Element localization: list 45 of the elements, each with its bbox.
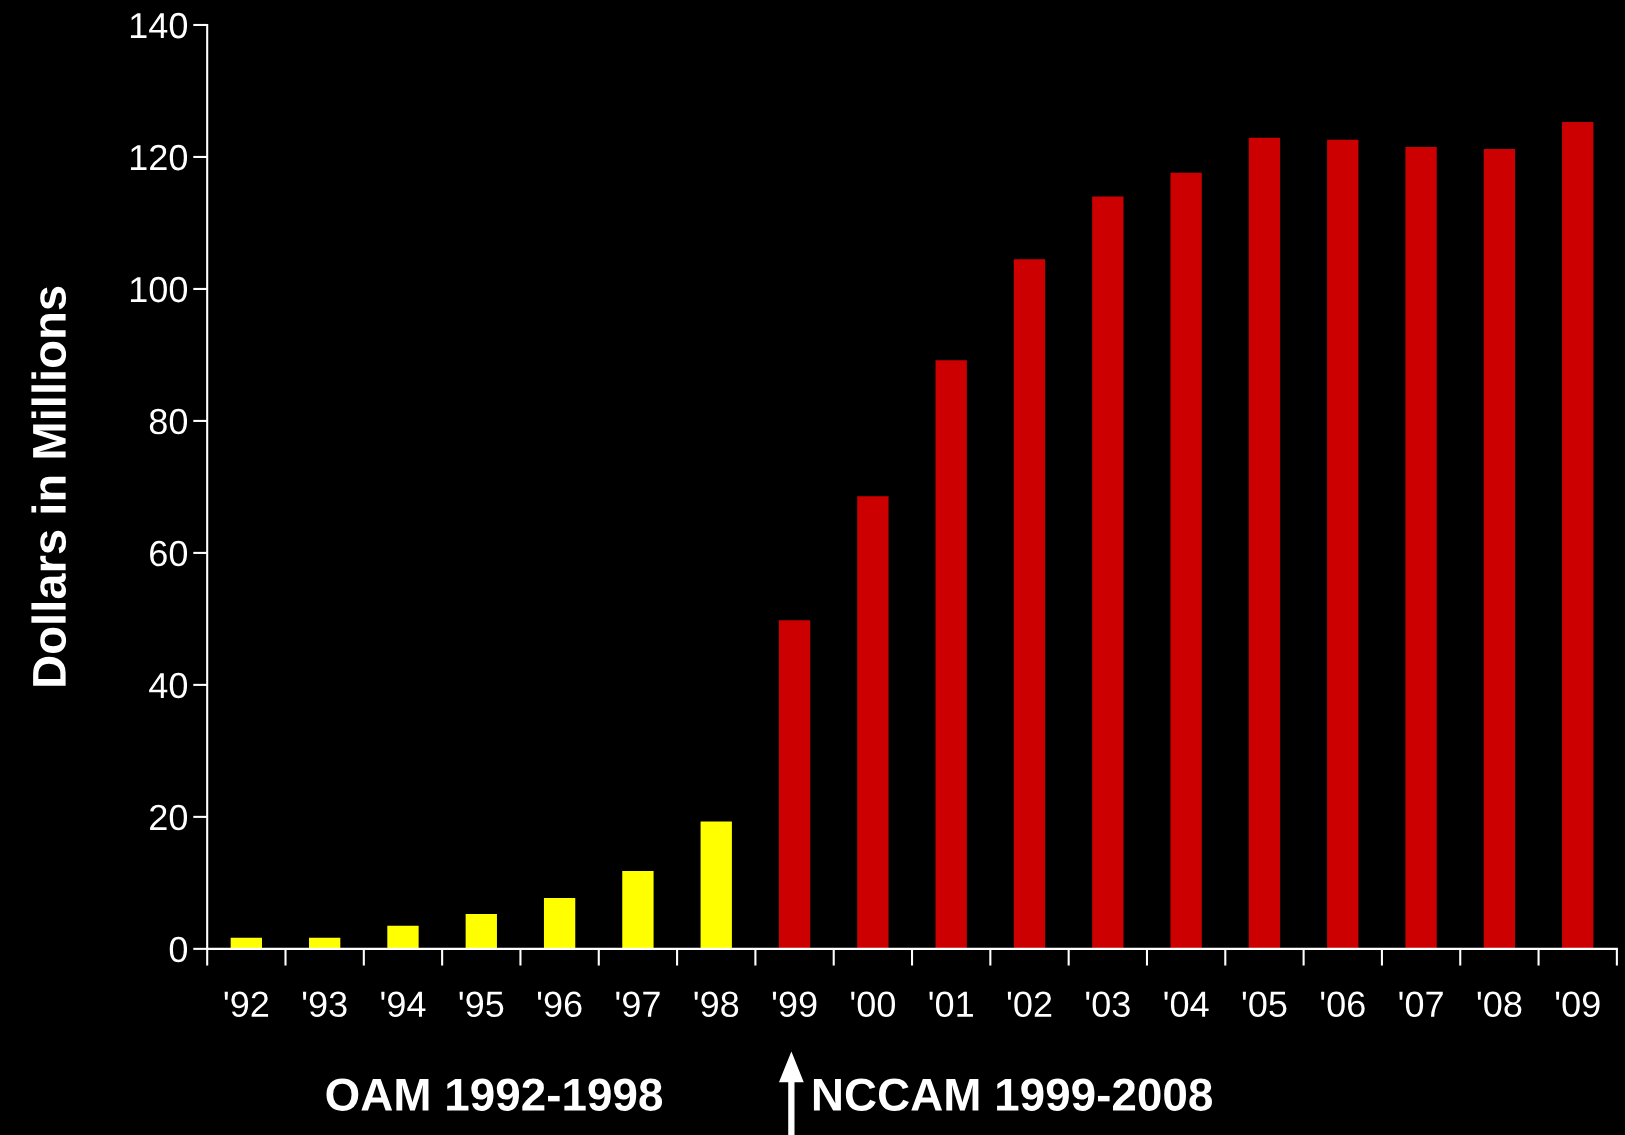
bar [935,360,967,949]
bar [857,496,889,949]
x-tick-label: '07 [1399,991,1443,1018]
x-tick-label: '95 [459,991,504,1018]
bar [1170,172,1202,949]
text: NCCAM 1999-2008 [813,1078,1212,1111]
x-tick-label: '98 [694,991,739,1018]
y-axis-title: Dollars in Millions [31,286,67,686]
bar [622,870,654,949]
x-tick-label: '08 [1477,991,1522,1018]
y-tick-label: 60 [150,540,188,567]
bar [778,620,811,949]
text: OAM 1992-1998 [326,1078,663,1111]
x-tick-label: '93 [302,991,347,1018]
x-tick-label: '05 [1242,991,1287,1018]
x-tick-label: '04 [1164,991,1209,1018]
bar [1092,196,1124,949]
y-tick-label: 20 [150,804,188,831]
y-tick-label: 100 [130,276,188,303]
x-tick-label: '01 [929,991,973,1018]
bar [543,898,576,949]
x-tick-label: '99 [772,991,817,1018]
bar [387,925,419,949]
bar [1483,149,1516,949]
bar [465,913,497,949]
bar [1248,137,1281,949]
x-tick-label: '92 [224,991,269,1018]
y-tick-label: 140 [130,12,188,39]
x-tick-label: '00 [851,991,895,1018]
x-tick-label: '96 [537,991,582,1018]
x-tick-label: '97 [616,991,660,1018]
bar [1327,139,1359,949]
bar [1013,259,1046,949]
x-tick-label: '06 [1321,991,1365,1018]
y-tick-label: 80 [149,408,188,435]
x-tick-label: '09 [1556,991,1600,1018]
y-tick-label: 0 [169,936,188,963]
bar [1562,121,1594,949]
x-tick-label: '02 [1007,991,1052,1018]
y-tick-label: 120 [130,144,188,171]
x-tick-label: '03 [1086,991,1130,1018]
x-tick-label: '94 [381,991,426,1018]
bar [700,821,732,949]
y-tick-label: 40 [149,672,188,699]
bar [1405,147,1437,949]
